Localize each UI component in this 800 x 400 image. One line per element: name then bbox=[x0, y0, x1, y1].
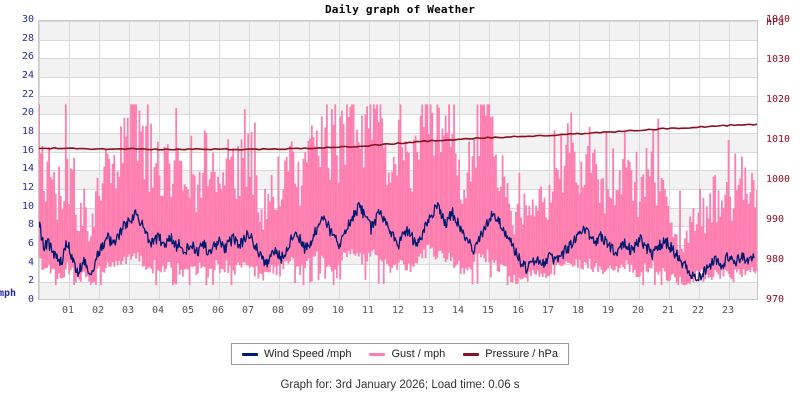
left-axis-tick-label: 10 bbox=[21, 200, 34, 212]
x-axis-tick-label: 14 bbox=[451, 305, 465, 316]
x-axis-tick-label: 10 bbox=[331, 305, 345, 316]
left-axis-tick-label: 18 bbox=[21, 126, 34, 137]
plot-band bbox=[39, 58, 757, 77]
right-axis-tick-label: 1040 bbox=[766, 14, 791, 25]
gridline-vertical bbox=[69, 21, 70, 299]
left-axis-tick-label: 4 bbox=[27, 256, 34, 268]
legend-item[interactable]: Gust / mph bbox=[369, 348, 445, 360]
gridline-vertical bbox=[99, 21, 100, 299]
left-axis-tick-label: 2 bbox=[27, 275, 34, 287]
plot-band bbox=[39, 282, 757, 299]
x-axis-tick-label: 06 bbox=[211, 305, 225, 316]
x-axis-tick-label: 23 bbox=[721, 305, 735, 316]
x-axis-tick-label: 20 bbox=[631, 305, 645, 316]
gridline-horizontal bbox=[39, 282, 757, 283]
right-axis-tick-label: 980 bbox=[766, 254, 785, 265]
right-axis-tick-label: 1010 bbox=[766, 134, 791, 145]
gridline-vertical bbox=[639, 21, 640, 299]
left-axis-tick-label: 12 bbox=[21, 182, 34, 193]
pressure-series bbox=[39, 123, 757, 151]
left-axis-tick-label: 26 bbox=[21, 51, 34, 63]
gridline-vertical bbox=[279, 21, 280, 299]
plot-band bbox=[39, 95, 757, 115]
gridline-vertical bbox=[249, 21, 250, 299]
legend-item[interactable]: Pressure / hPa bbox=[463, 348, 558, 360]
gridline-vertical bbox=[219, 21, 220, 299]
x-axis-tick-label: 16 bbox=[511, 305, 525, 316]
page-title: Daily graph of Weather bbox=[324, 3, 476, 16]
right-axis-tick-label: 1030 bbox=[766, 54, 791, 65]
left-axis-tick-label: 24 bbox=[21, 70, 34, 81]
wind-speed-series bbox=[39, 202, 755, 282]
x-axis-tick-label: 05 bbox=[181, 305, 195, 316]
x-axis-tick-label: 13 bbox=[421, 305, 435, 316]
x-axis-tick-label: 17 bbox=[541, 305, 555, 316]
legend-label: Gust / mph bbox=[391, 348, 446, 360]
gridline-vertical bbox=[609, 21, 610, 299]
legend-item[interactable]: Wind Speed /mph bbox=[242, 348, 351, 360]
gridline-vertical bbox=[549, 21, 550, 299]
gridline-horizontal bbox=[39, 58, 757, 59]
x-axis-tick-label: 11 bbox=[361, 305, 375, 316]
right-axis-tick-label: 970 bbox=[766, 294, 785, 305]
x-axis-tick-label: 07 bbox=[241, 305, 255, 316]
x-axis-tick-label: 09 bbox=[301, 305, 315, 316]
left-axis-tick-label: 14 bbox=[21, 163, 34, 175]
gridline-horizontal bbox=[39, 77, 757, 78]
x-axis-tick-label: 03 bbox=[121, 305, 135, 316]
x-axis-tick-label: 01 bbox=[61, 305, 75, 316]
left-axis-tick-label: 8 bbox=[27, 219, 34, 231]
plot-area bbox=[38, 20, 758, 300]
left-axis-tick-label: 30 bbox=[21, 14, 34, 25]
x-axis-tick-label: 15 bbox=[481, 305, 495, 316]
x-axis-tick-label: 12 bbox=[391, 305, 405, 316]
x-axis-tick-label: 19 bbox=[601, 305, 615, 316]
x-axis-tick-label: 04 bbox=[151, 305, 165, 316]
gridline-vertical bbox=[699, 21, 700, 299]
left-axis-tick-label: 22 bbox=[21, 88, 34, 100]
gridline-horizontal bbox=[39, 40, 757, 41]
legend-label: Wind Speed /mph bbox=[264, 348, 352, 360]
right-axis-tick-label: 1000 bbox=[766, 174, 791, 185]
plot-band bbox=[39, 21, 757, 40]
gridline-vertical bbox=[159, 21, 160, 299]
legend-color-swatch bbox=[463, 352, 480, 356]
gridline-horizontal bbox=[39, 96, 757, 97]
x-axis-tick-label: 21 bbox=[661, 305, 675, 316]
chart-legend: Wind Speed /mph Gust / mph Pressure / hPa bbox=[231, 343, 569, 365]
right-axis-tick-label: 990 bbox=[766, 214, 785, 225]
right-axis-unit: hPa bbox=[766, 17, 785, 28]
series-canvas bbox=[39, 104, 757, 286]
gridline-vertical bbox=[519, 21, 520, 299]
gridline-horizontal bbox=[39, 21, 757, 22]
legend-color-swatch bbox=[242, 352, 258, 356]
gust-series bbox=[39, 104, 757, 286]
left-axis-unit: mph bbox=[0, 288, 17, 299]
right-axis-tick-label: 1020 bbox=[766, 94, 791, 105]
left-axis-tick-label: 16 bbox=[21, 144, 34, 156]
footer-status: Graph for: 3rd January 2026; Load time: … bbox=[280, 379, 520, 391]
gridline-vertical bbox=[729, 21, 730, 299]
gridline-vertical bbox=[669, 21, 670, 299]
left-axis-tick-label: 28 bbox=[21, 32, 34, 44]
x-axis-tick-label: 18 bbox=[571, 305, 585, 316]
gridline-vertical bbox=[579, 21, 580, 299]
x-axis-tick-label: 02 bbox=[91, 305, 105, 316]
left-axis-tick-label: 0 bbox=[27, 294, 34, 305]
left-axis-tick-label: 6 bbox=[27, 238, 34, 249]
gridline-horizontal bbox=[39, 114, 757, 115]
gridline-vertical bbox=[189, 21, 190, 299]
legend-color-swatch bbox=[369, 352, 386, 356]
left-axis-tick-label: 20 bbox=[21, 107, 34, 119]
legend-label: Pressure / hPa bbox=[485, 348, 558, 360]
x-axis-tick-label: 08 bbox=[271, 305, 285, 316]
x-axis-tick-label: 22 bbox=[691, 305, 705, 316]
